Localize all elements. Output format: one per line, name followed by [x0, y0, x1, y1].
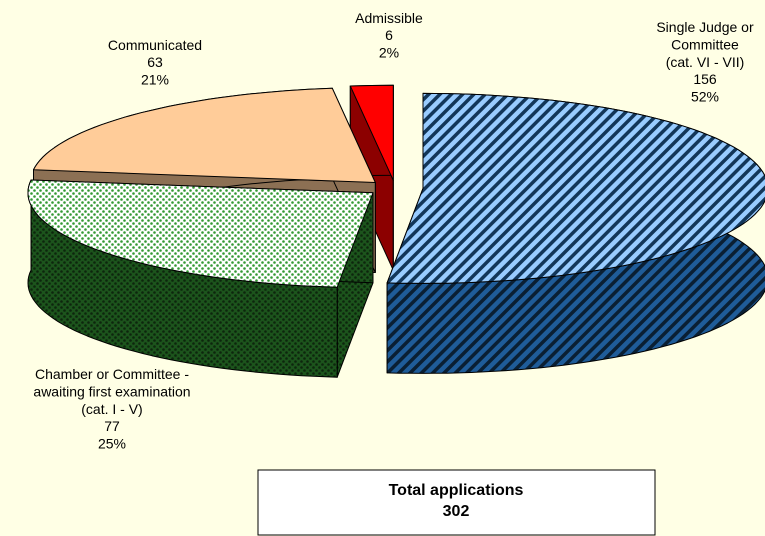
slice-top — [33, 87, 376, 183]
total-box — [257, 469, 656, 536]
slice-top — [386, 92, 765, 284]
pie-slice — [27, 179, 374, 378]
total-label: Total applications — [389, 482, 524, 499]
slice-label: Single Judge or Committee (cat. VI - VII) — [656, 19, 754, 70]
slice-value: 156 — [693, 71, 717, 87]
slice-percent: 2% — [379, 45, 399, 61]
slice-percent: 21% — [141, 72, 169, 88]
slice-percent: 52% — [691, 89, 719, 105]
slice-label: Chamber or Committee -awaiting first exa… — [33, 366, 190, 417]
slice-top — [27, 179, 374, 288]
slice-top — [349, 84, 394, 181]
slice-value: 6 — [385, 27, 393, 43]
total-value: 302 — [443, 503, 470, 520]
slice-percent: 25% — [98, 436, 126, 452]
slice-label: Communicated — [108, 37, 202, 53]
slice-value: 77 — [104, 418, 120, 434]
slice-value: 63 — [147, 54, 163, 70]
pie-slice — [386, 92, 765, 374]
slice-label: Admissible — [355, 10, 423, 26]
